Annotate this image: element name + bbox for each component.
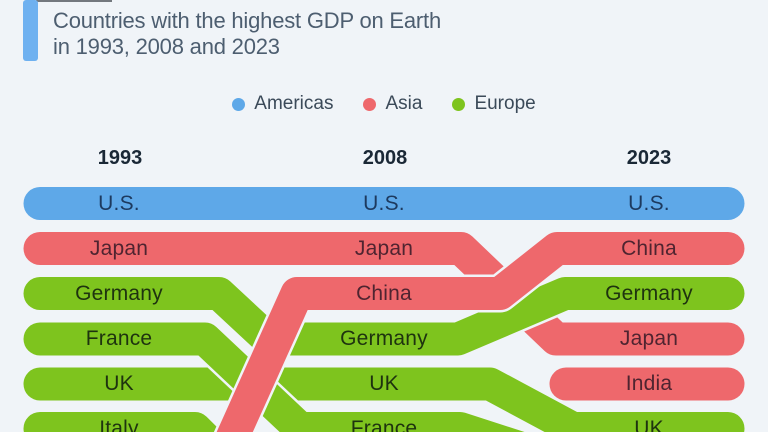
legend: Americas Asia Europe bbox=[0, 93, 768, 115]
asia-dot-icon bbox=[363, 97, 377, 111]
flow-band-germany bbox=[23, 277, 745, 356]
chart-title: Countries with the highest GDP on Earth … bbox=[53, 8, 441, 60]
flow-band-china bbox=[216, 232, 745, 432]
chart-title-line2: in 1993, 2008 and 2023 bbox=[53, 34, 280, 59]
cropped-text-remnant bbox=[36, 0, 112, 2]
legend-label-americas: Americas bbox=[254, 93, 334, 114]
column-header-2008: 2008 bbox=[362, 147, 408, 169]
legend-item-europe: Europe bbox=[452, 93, 536, 115]
legend-item-asia: Asia bbox=[363, 93, 422, 115]
flow-band-italy bbox=[23, 412, 222, 432]
column-header-1993: 1993 bbox=[97, 147, 143, 169]
europe-dot-icon bbox=[452, 97, 466, 111]
chart-title-line1: Countries with the highest GDP on Earth bbox=[53, 8, 442, 33]
legend-item-americas: Americas bbox=[232, 93, 333, 115]
americas-dot-icon bbox=[232, 97, 246, 111]
flow-band-france bbox=[23, 322, 525, 432]
legend-label-asia: Asia bbox=[385, 93, 423, 114]
legend-label-europe: Europe bbox=[474, 93, 536, 114]
column-header-2023: 2023 bbox=[626, 147, 672, 169]
title-accent-bar bbox=[23, 0, 38, 61]
